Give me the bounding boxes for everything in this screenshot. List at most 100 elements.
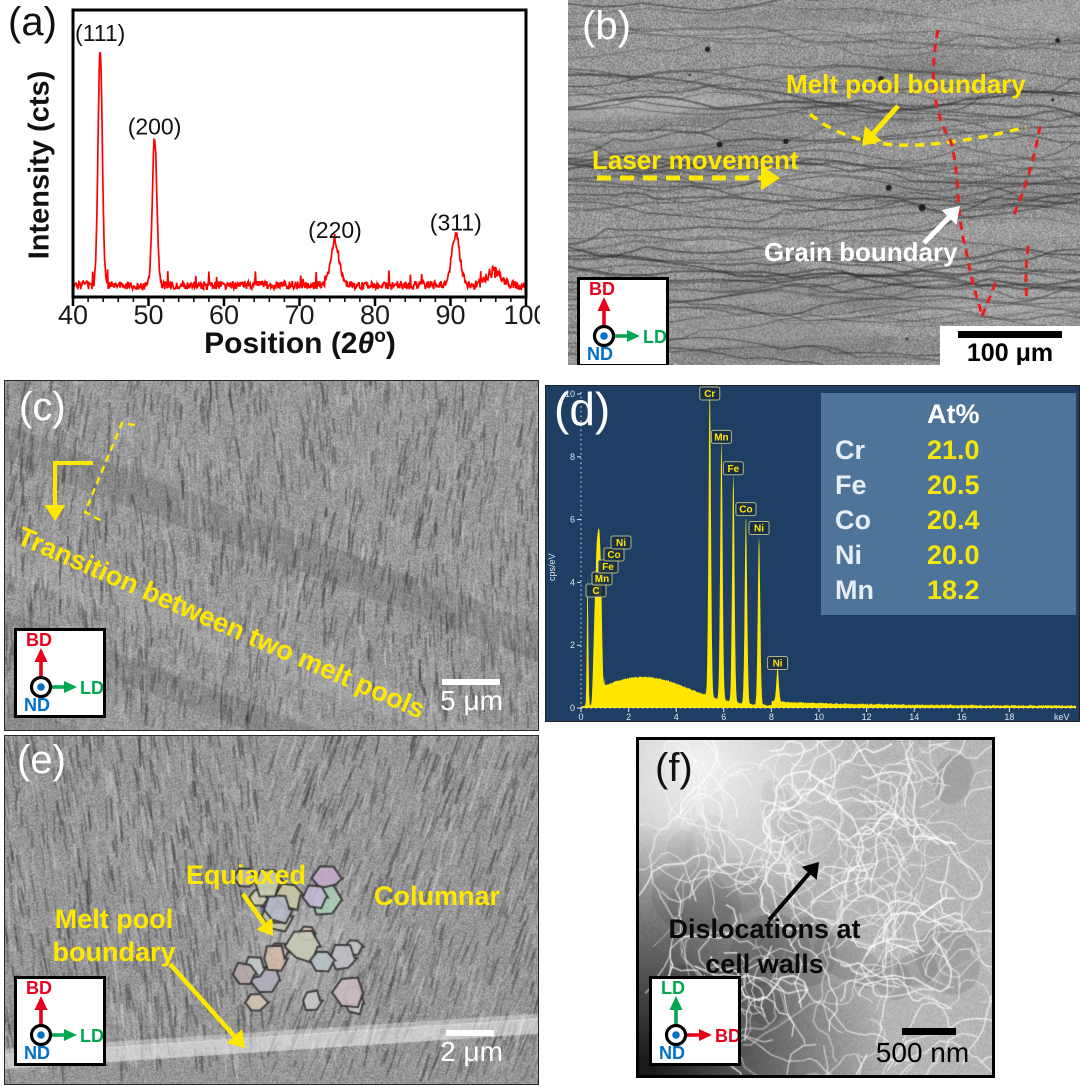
peak-tag [710,429,732,444]
columnar-label: Columnar [373,881,500,911]
scale-bar-line [442,679,500,685]
melt-pool-line1: Melt pool [54,904,174,934]
peak-tag [735,502,757,517]
orientation-inset-b: BD LD ND [577,277,669,365]
x-tick-label: 10 [814,712,824,721]
element-symbol: Co [835,505,871,535]
x-tick-label: 100 [503,300,540,330]
ld-arrowhead-icon [64,681,77,693]
melt-pool-boundary-label: Melt pool boundary [786,69,1026,99]
dislocations-label: Dislocations at cell walls [657,914,872,980]
bd-arrowhead-icon [34,648,48,662]
nd-dot-icon [600,332,608,340]
xrd-peak-label: (111) [75,20,125,46]
orientation-inset-f: LD BD ND [649,976,741,1066]
xrd-peak-label: (200) [128,114,182,140]
x-tick-label: 2 [626,712,631,721]
ld-arrowhead-icon [669,996,683,1010]
y-tick-label: 8 [570,452,575,462]
x-tick-label: 12 [862,712,872,721]
y-tick-label: 6 [570,515,575,525]
x-tick-label: 90 [435,300,465,330]
bd-arrowhead-icon [597,297,611,311]
scale-bar-label: 500 nm [875,1037,970,1068]
bd-label: BD [26,979,52,998]
scale-bar-label: 100 μm [966,339,1054,365]
xrd-x-axis-title: Position (2θo) [204,326,396,361]
nd-dot-icon [672,1031,680,1039]
panel-a-xrd-chart: 405060708090100(111)(200)(220)(311) (a) … [0,0,540,375]
y-tick-label: 4 [570,577,575,587]
peak-tag-label: Fe [727,464,739,475]
element-symbol: Cr [835,435,866,465]
orientation-axes: BD LD ND [587,280,666,364]
x-tick-label: 6 [721,712,726,721]
nd-label: ND [24,1043,50,1063]
panel-label-e: (e) [17,738,66,782]
xrd-y-axis-title: Intensity (cts) [23,70,56,260]
equiaxed-label: Equiaxed [185,860,307,890]
peak-tag-label: Cr [704,389,715,400]
peak-tag [767,655,789,670]
nd-dot-icon [37,683,45,691]
x-axis-title-pre: Position (2 [204,327,358,360]
bd-arrowhead-icon [699,1029,712,1041]
y-tick-label: 10 [565,389,575,399]
nd-label: ND [24,695,50,715]
xrd-peak-label: (220) [308,217,362,243]
melt-pool-boundary-label: Melt pool boundary [45,903,183,969]
at-pct-header: At% [927,398,980,429]
peak-tag-label: Mn [714,432,728,443]
element-at-pct: 20.5 [927,470,980,500]
element-at-pct: 20.0 [927,540,980,570]
scale-bar-label: 5 μm [440,685,503,716]
x-tick-label: 70 [284,300,314,330]
peak-tag [748,520,770,535]
x-tick-label: 60 [209,300,239,330]
ld-arrowhead-icon [627,330,640,342]
x-tick-label: 50 [133,300,163,330]
scale-bar-line [958,331,1062,338]
element-at-pct: 21.0 [927,435,980,465]
x-axis-title-degree: o [374,326,386,347]
bd-label: BD [589,280,615,299]
orientation-axes: BD LD ND [24,979,103,1063]
peak-tag-label: Ni [773,658,783,669]
panel-f-tem-image: (f) Dislocations at cell walls LD BD ND … [636,737,995,1078]
element-at-pct: 18.2 [927,575,980,605]
y-tick-label: 0 [570,703,575,713]
bd-label: BD [26,631,52,650]
x-axis-unit: keV [1054,712,1070,721]
orientation-axes: BD LD ND [24,631,103,715]
element-symbol: Fe [835,470,867,500]
peak-tag-label: C [592,586,599,597]
xrd-peak-label: (311) [430,210,482,236]
nd-label: ND [659,1043,685,1063]
x-tick-label: 40 [58,300,88,330]
element-at-pct: 20.4 [927,505,980,535]
element-symbol: Ni [835,540,862,570]
panel-d-eds-spectrum: 0 2 4 6 8 10 0 2 4 6 8 10 12 14 16 18 keV cps/eV Cr Mn Fe Co N… [545,385,1080,722]
panel-label-a: (a) [8,0,57,44]
nd-dot-icon [37,1031,45,1039]
dislocations-line2: cell walls [705,949,824,980]
table-row: Mn 18.2 [821,573,1076,608]
x-tick-label: 4 [674,712,679,721]
orientation-inset-e: BD LD ND [14,976,106,1066]
plot-border [71,8,528,299]
panel-b-micrograph: (b) Melt pool boundary Laser movement Gr… [568,0,1080,365]
x-tick-label: 18 [1004,712,1014,721]
table-row: Cr 21.0 [821,433,1076,468]
panel-label-b: (b) [582,4,631,48]
table-row: Co 20.4 [821,503,1076,538]
panel-label-c: (c) [19,385,66,429]
panel-label-f: (f) [655,746,693,790]
bd-label: BD [715,1026,738,1046]
composition-table: At% Cr 21.0 Fe 20.5 Co 20.4 Ni 20.0 Mn 18.2 [821,393,1076,615]
x-tick-label: 80 [360,300,390,330]
ld-arrowhead-icon [64,1029,77,1041]
table-row: Fe 20.5 [821,468,1076,503]
scale-bar-b: 100 μm [940,326,1080,365]
peak-tag [699,386,721,401]
